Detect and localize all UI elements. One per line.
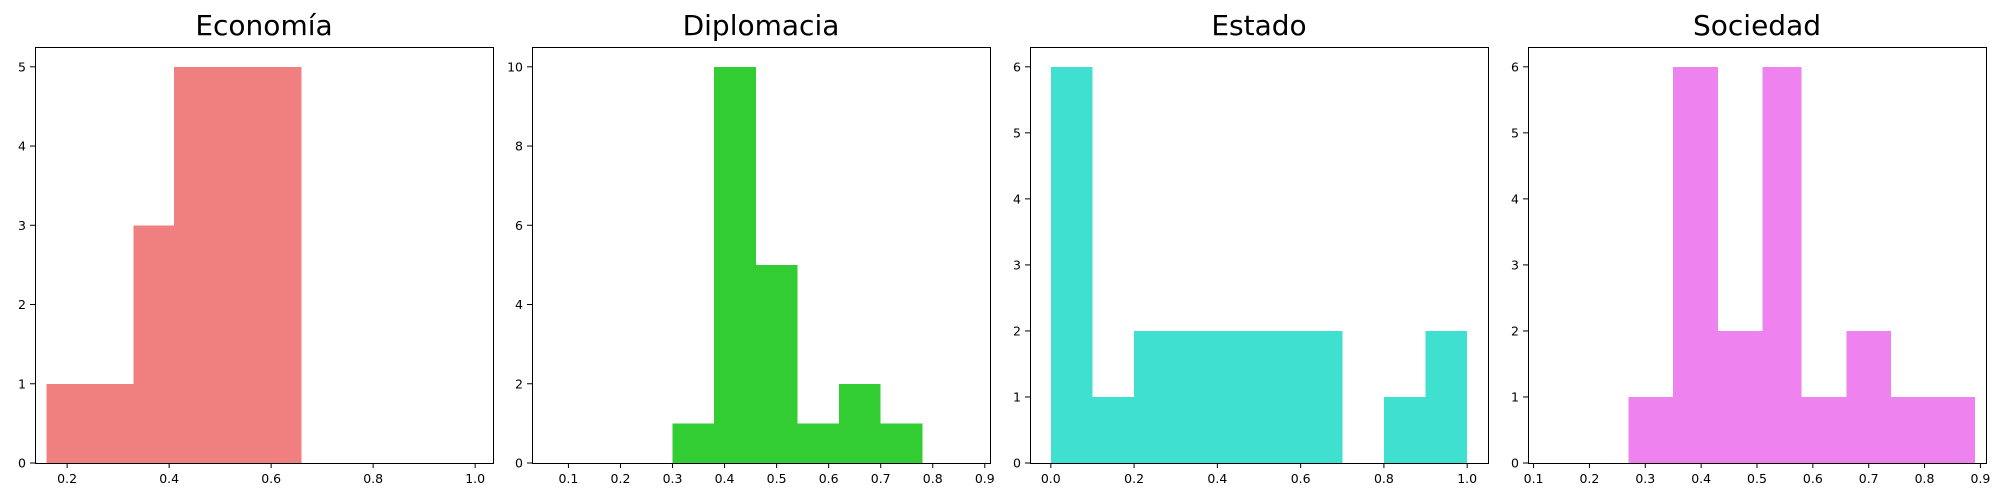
x-tick-label: 0.6: [261, 471, 281, 486]
histogram-bar: [1300, 330, 1343, 463]
x-tick-label: 0.4: [159, 471, 179, 486]
x-tick-label: 1.0: [465, 471, 485, 486]
x-tick-label: 0.6: [1291, 471, 1311, 486]
y-tick-label: 2: [1511, 323, 1519, 338]
histogram-bar: [1092, 396, 1135, 463]
histogram-bar: [1628, 396, 1674, 463]
histogram-bar: [1175, 330, 1218, 463]
y-tick-label: 0: [1013, 456, 1021, 471]
histogram-bar: [1217, 330, 1259, 463]
histogram-bar: [133, 225, 175, 463]
histogram-bar: [672, 423, 715, 463]
histogram-bar: [174, 66, 221, 464]
panel-sociedad: Sociedad 0.1 0.2 0.3 0.4 0.5 0.6 0.7 0.8 0.9 0 1 2 3…: [1511, 9, 1990, 486]
histogram-bar: [1383, 396, 1426, 463]
y-tick-label: 4: [1511, 191, 1519, 206]
y-tick-label: 1: [18, 376, 26, 391]
x-tick-label: 0.8: [1374, 471, 1394, 486]
x-tick-label: 0.1: [558, 471, 578, 486]
x-tick-label: 0.6: [1803, 471, 1823, 486]
x-tick-label: 0.5: [767, 471, 787, 486]
x-tick-label: 0.6: [819, 471, 839, 486]
y-tick-label: 10: [507, 59, 523, 74]
histogram-bar: [1050, 66, 1093, 464]
y-tick-label: 4: [1013, 191, 1021, 206]
x-tick-label: 0.1: [1524, 471, 1544, 486]
y-tick-label: 0: [18, 456, 26, 471]
x-tick-label: 0.9: [975, 471, 995, 486]
histogram-bar: [1762, 66, 1802, 464]
histogram-bar: [1134, 330, 1176, 463]
histogram-bar: [839, 383, 881, 463]
chart-title: Sociedad: [1693, 9, 1821, 42]
y-tick-label: 3: [1013, 257, 1021, 272]
histogram-bar: [97, 383, 134, 463]
chart-title: Estado: [1211, 9, 1306, 42]
histogram-bar: [714, 66, 756, 464]
x-tick-label: 0.2: [1124, 471, 1144, 486]
y-tick-label: 0: [1511, 456, 1519, 471]
x-tick-label: 0.4: [1207, 471, 1227, 486]
y-tick-label: 1: [1511, 389, 1519, 404]
histogram-bar: [1717, 330, 1763, 463]
x-tick-label: 0.3: [1635, 471, 1655, 486]
y-tick-label: 6: [515, 218, 523, 233]
x-tick-label: 0.4: [715, 471, 735, 486]
y-tick-label: 5: [18, 59, 26, 74]
x-tick-label: 0.8: [1915, 471, 1935, 486]
y-tick-label: 2: [1013, 323, 1021, 338]
histogram-bar: [1673, 66, 1718, 464]
x-tick-label: 0.2: [57, 471, 77, 486]
y-tick-label: 6: [1511, 59, 1519, 74]
axes-frame: [1030, 47, 1489, 464]
histogram-bar: [1425, 330, 1468, 463]
histogram-bar: [1846, 330, 1892, 463]
axes-frame: [35, 47, 494, 464]
histogram-bar: [1801, 396, 1847, 463]
y-tick-label: 8: [515, 139, 523, 154]
panel-economia: Economía 0.2 0.4 0.6 0.8 1.0 0 1 2 3 4 5: [18, 9, 494, 486]
y-tick-label: 4: [515, 297, 523, 312]
y-tick-label: 3: [1511, 257, 1519, 272]
x-tick-label: 0.2: [611, 471, 631, 486]
histogram-bar: [755, 264, 798, 463]
x-tick-label: 0.9: [1970, 471, 1990, 486]
x-tick-label: 0.4: [1691, 471, 1711, 486]
chart-title: Diplomacia: [683, 9, 840, 42]
histogram-bar: [797, 423, 840, 463]
chart-title: Economía: [195, 9, 332, 42]
y-tick-label: 2: [515, 376, 523, 391]
x-tick-label: 1.0: [1457, 471, 1477, 486]
y-tick-label: 3: [18, 218, 26, 233]
x-tick-label: 0.2: [1579, 471, 1599, 486]
x-tick-label: 0.0: [1041, 471, 1061, 486]
axes-frame: [532, 47, 991, 464]
histogram-bar: [46, 383, 98, 463]
x-tick-label: 0.7: [1859, 471, 1879, 486]
x-tick-label: 0.8: [923, 471, 943, 486]
histogram-bar: [1935, 396, 1975, 463]
y-tick-label: 5: [1013, 125, 1021, 140]
histogram-bar: [220, 66, 261, 464]
y-tick-label: 2: [18, 297, 26, 312]
histogram-bar: [260, 66, 302, 464]
y-tick-label: 0: [515, 456, 523, 471]
y-tick-label: 1: [1013, 389, 1021, 404]
x-tick-label: 0.5: [1747, 471, 1767, 486]
histogram-bar: [880, 423, 923, 463]
x-tick-label: 0.3: [663, 471, 683, 486]
x-tick-label: 0.8: [363, 471, 383, 486]
y-tick-label: 5: [1511, 125, 1519, 140]
histogram-bar: [1259, 330, 1301, 463]
x-tick-label: 0.7: [871, 471, 891, 486]
y-tick-label: 6: [1013, 59, 1021, 74]
y-tick-label: 4: [18, 139, 26, 154]
panel-diplomacia: Diplomacia 0.1 0.2 0.3 0.4 0.5 0.6 0.7 0.8 0.9 0 2…: [507, 9, 995, 486]
histogram-bar: [1891, 396, 1936, 463]
panel-estado: Estado 0.0 0.2 0.4 0.6 0.8 1.0 0 1 2 3 4 5 6: [1013, 9, 1489, 486]
